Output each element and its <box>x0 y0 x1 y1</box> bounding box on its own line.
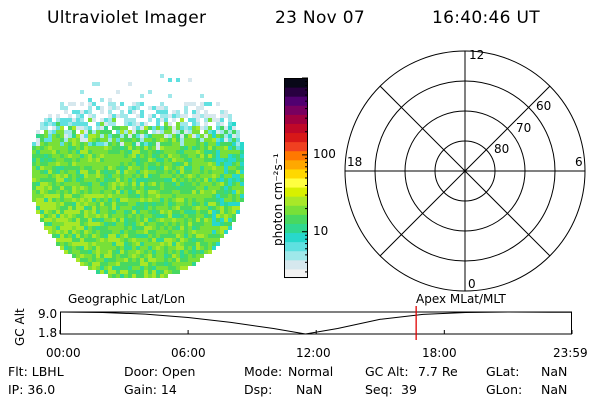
lat-label-60: 60 <box>536 99 551 113</box>
mode-value: Normal <box>288 364 334 379</box>
colorbar-swatch <box>284 232 308 243</box>
color-bar <box>284 77 308 279</box>
dsp-value: NaN <box>296 382 323 397</box>
mlt-label-18: 18 <box>347 155 362 169</box>
colorbar-swatch <box>284 87 308 97</box>
auroral-image <box>32 74 244 278</box>
colorbar-swatch <box>284 250 308 261</box>
instrument-title: Ultraviolet Imager <box>47 8 207 28</box>
colorbar-swatch <box>284 268 308 279</box>
mlt-label-6: 6 <box>575 155 583 169</box>
glon-value: NaN <box>541 382 568 397</box>
timeline-xtick-1200: 12:00 <box>296 346 331 360</box>
colorbar-tick-10: 10 <box>313 223 329 238</box>
date-label: 23 Nov 07 <box>275 8 365 28</box>
colorbar-swatch <box>284 241 308 252</box>
colorbar-swatch <box>284 178 308 188</box>
altitude-timeline <box>59 306 573 340</box>
ip-status: IP: 36.0 <box>8 382 56 397</box>
colorbar-swatch <box>284 205 308 215</box>
colorbar-swatch <box>284 187 308 197</box>
colorbar-swatch <box>284 132 308 143</box>
timeline-ylabel: GC Alt <box>13 308 27 346</box>
colorbar-swatch <box>284 105 308 115</box>
glat-value: NaN <box>541 364 568 379</box>
altitude-line <box>59 311 573 335</box>
timeline-right-label: Apex MLat/MLT <box>416 292 506 306</box>
colorbar-swatch <box>284 78 308 88</box>
timeline-ytick-top: 9.0 <box>38 307 58 321</box>
timeline-xtick-0000: 00:00 <box>46 346 81 360</box>
dsp-label: Dsp: <box>244 382 273 397</box>
glat-label: GLat: <box>486 364 520 379</box>
colorbar-swatch <box>284 214 308 224</box>
timeline-xtick-2359: 23:59 <box>553 346 588 360</box>
colorbar-tick-100: 100 <box>313 146 336 161</box>
mlt-label-0: 0 <box>468 277 476 291</box>
mlt-label-12: 12 <box>469 48 484 62</box>
polar-diagonal-2 <box>379 85 551 257</box>
seq-label: Seq: <box>365 382 393 397</box>
gc-alt-label: GC Alt: <box>365 364 409 379</box>
seq-value: 39 <box>401 382 417 397</box>
colorbar-swatch <box>284 141 308 152</box>
lat-label-70: 70 <box>516 121 531 135</box>
door-status: Door: Open <box>124 364 196 379</box>
colorbar-swatch <box>284 259 308 270</box>
colorbar-swatch <box>284 96 308 106</box>
auroral-pixels <box>32 74 244 278</box>
colorbar-swatch <box>284 150 308 161</box>
polar-grid: 12 18 6 0 60 70 80 <box>344 48 586 292</box>
colorbar-swatch <box>284 168 308 179</box>
lat-label-80: 80 <box>494 142 509 156</box>
filter-status: Flt: LBHL <box>8 364 64 379</box>
mode-label: Mode: <box>244 364 283 379</box>
colorbar-swatch <box>284 159 308 170</box>
timeline-xtick-0600: 06:00 <box>171 346 206 360</box>
time-label: 16:40:46 UT <box>432 8 540 28</box>
colorbar-swatch <box>284 223 308 234</box>
timeline-ytick-bottom: 1.8 <box>38 326 58 340</box>
gc-alt-value: 7.7 Re <box>418 364 458 379</box>
colorbar-swatch <box>284 196 308 206</box>
glon-label: GLon: <box>486 382 523 397</box>
colorbar-swatch <box>284 114 308 124</box>
colorbar-unit-label: photon cm⁻²s⁻¹ <box>271 153 285 246</box>
gain-status: Gain: 14 <box>124 382 177 397</box>
timeline-xtick-1800: 18:00 <box>422 346 457 360</box>
colorbar-swatch <box>284 123 308 134</box>
timeline-left-label: Geographic Lat/Lon <box>68 292 186 306</box>
